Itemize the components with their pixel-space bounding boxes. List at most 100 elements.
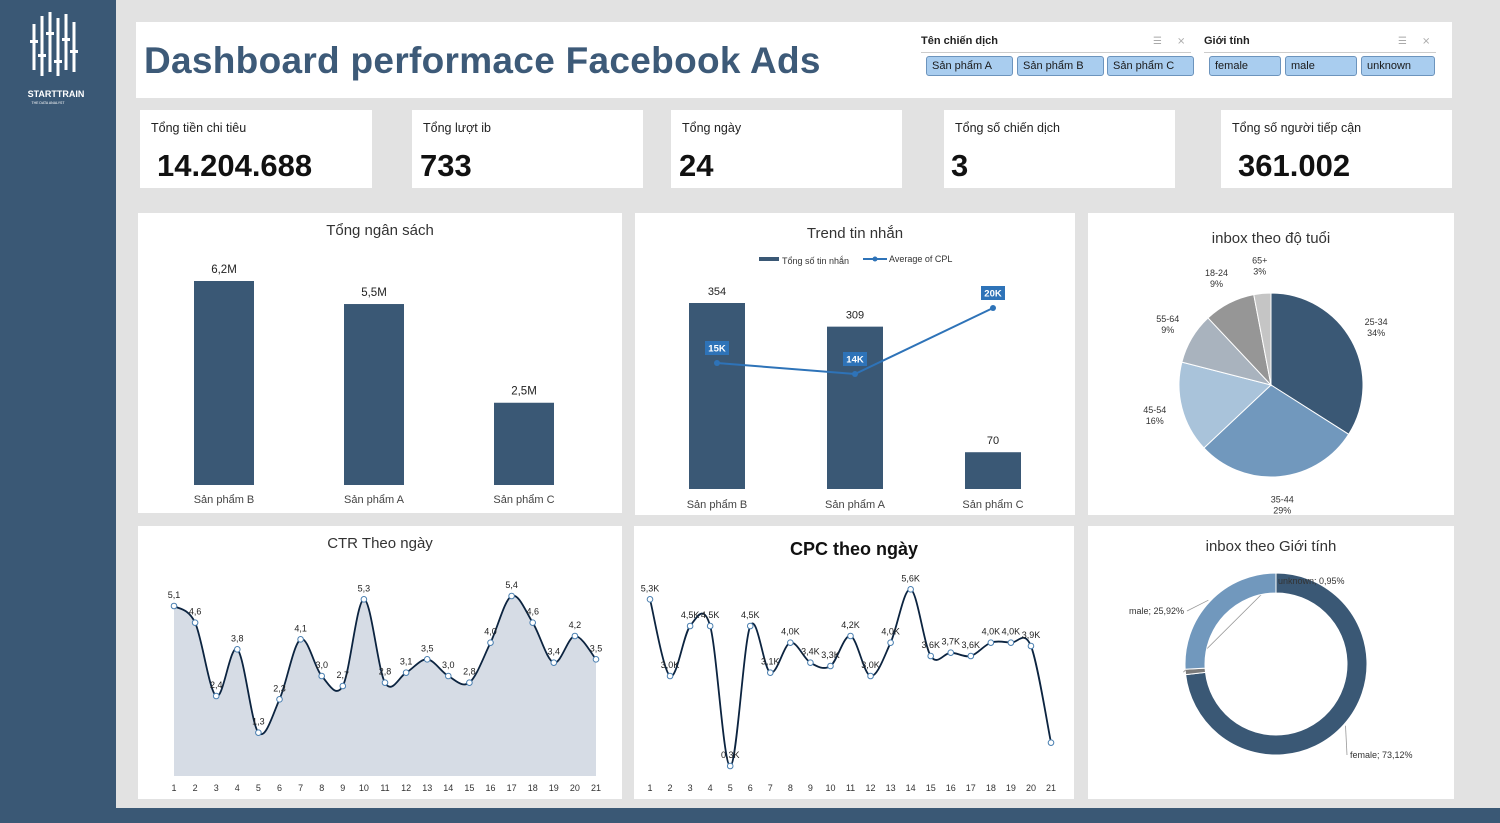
x-tick-label: 5 — [728, 783, 733, 793]
data-label: 4,0K — [881, 627, 900, 637]
kpi-label: Tổng tiền chi tiêu — [151, 121, 247, 135]
bar-2 — [965, 452, 1021, 489]
x-tick-label: 4 — [235, 783, 240, 793]
data-label: 2,8 — [463, 667, 476, 677]
x-tick-label: 21 — [1046, 783, 1056, 793]
category-label: Sản phẩm B — [194, 494, 255, 506]
data-point — [318, 672, 325, 680]
data-label: 4,6 — [189, 607, 202, 617]
slice-label: male; 25,92% — [1129, 606, 1184, 616]
clear-filter-icon[interactable]: ⨯ — [1422, 36, 1431, 47]
data-label: 5,3K — [641, 583, 660, 593]
kpi-label: Tổng số chiến dịch — [955, 121, 1060, 135]
x-tick-label: 9 — [808, 783, 813, 793]
data-label: 1,3 — [252, 717, 265, 727]
chip-san-pham-a[interactable]: Sản phẩm A — [926, 56, 1013, 76]
data-point — [402, 669, 410, 676]
data-point — [646, 596, 654, 603]
donut-slice-male — [1184, 572, 1277, 670]
data-point — [423, 656, 431, 663]
chip-san-pham-c[interactable]: Sản phẩm C — [1107, 56, 1194, 76]
data-label: 3,0 — [315, 660, 328, 670]
data-point — [867, 672, 874, 680]
legend-label: Tổng số tin nhắn — [782, 256, 849, 266]
x-tick-label: 11 — [846, 783, 855, 793]
data-point — [887, 639, 894, 646]
data-label: 3,9K — [1022, 630, 1041, 640]
brand-tagline: THE DATA ANALYST — [31, 101, 65, 105]
data-point — [1027, 642, 1035, 650]
chip-female[interactable]: female — [1209, 56, 1281, 76]
data-label: 3,8 — [231, 633, 244, 643]
data-label: 4,0 — [484, 627, 497, 637]
multi-select-icon[interactable]: ☰ — [1153, 36, 1162, 47]
data-label: 5,3 — [358, 583, 371, 593]
kpi-value: 361.002 — [1238, 148, 1351, 183]
header: Dashboard performace Facebook Ads Tên ch… — [136, 22, 1452, 98]
data-point — [907, 586, 914, 593]
x-tick-label: 13 — [422, 783, 432, 793]
data-point — [947, 649, 955, 656]
data-point — [706, 622, 714, 630]
slice-label: 25-34 — [1365, 317, 1388, 327]
x-tick-label: 6 — [277, 783, 282, 793]
data-point — [571, 632, 579, 640]
kpi-label: Tổng lượt ib — [423, 121, 491, 135]
data-label: 4,5K — [701, 610, 720, 620]
slice-percent: 3% — [1253, 267, 1266, 277]
chart-title: inbox theo độ tuổi — [1211, 230, 1331, 247]
data-label: 3,0K — [861, 660, 880, 670]
x-tick-label: 15 — [926, 783, 936, 793]
data-label: 3,6K — [962, 640, 981, 650]
data-point — [466, 679, 473, 686]
data-label: 0,3K — [721, 750, 740, 760]
slice-percent: 9% — [1210, 279, 1223, 289]
kpi-total-campaigns: Tổng số chiến dịch 3 — [944, 110, 1175, 188]
x-tick-label: 14 — [443, 783, 453, 793]
slice-label: 45-54 — [1143, 405, 1166, 415]
data-label: 2,3 — [273, 683, 286, 693]
gender-chart-card: inbox theo Giới tính female; 73,12% unkno… — [1088, 526, 1454, 799]
series-line — [649, 588, 1052, 767]
slice-label: 18-24 — [1205, 268, 1228, 278]
multi-select-icon[interactable]: ☰ — [1398, 36, 1407, 47]
chip-male[interactable]: male — [1285, 56, 1357, 76]
data-point — [170, 602, 178, 610]
x-tick-label: 15 — [464, 783, 474, 793]
bar-2 — [494, 402, 554, 485]
x-tick-label: 16 — [946, 783, 956, 793]
data-label: 3,4 — [548, 647, 561, 657]
x-tick-label: 9 — [340, 783, 345, 793]
data-point — [191, 619, 199, 626]
data-point — [508, 592, 515, 600]
clear-filter-icon[interactable]: ⨯ — [1177, 36, 1186, 47]
chip-san-pham-b[interactable]: Sản phẩm B — [1017, 56, 1104, 76]
data-label: 5,6K — [901, 573, 920, 583]
x-tick-label: 20 — [1026, 783, 1036, 793]
data-label: 14K — [846, 355, 864, 366]
data-label: 5,4 — [505, 580, 518, 590]
data-point — [987, 639, 995, 646]
chart-title: CTR Theo ngày — [327, 535, 433, 552]
data-label: 4,5K — [741, 610, 760, 620]
cpl-point — [990, 305, 996, 311]
chart-title: Trend tin nhắn — [806, 225, 904, 242]
x-tick-label: 20 — [570, 783, 580, 793]
x-tick-label: 11 — [380, 783, 389, 793]
series-line — [173, 594, 597, 736]
data-point — [827, 662, 834, 670]
x-tick-label: 6 — [748, 783, 753, 793]
data-label: 4,5K — [681, 610, 700, 620]
data-label: 6,2M — [211, 264, 237, 276]
x-tick-label: 17 — [966, 783, 976, 793]
data-label: 3,5 — [421, 643, 434, 653]
budget-chart-card: Tổng ngân sách 6,2M Sản phẩm B 5,5M Sản phẩ… — [138, 213, 622, 513]
x-tick-label: 5 — [256, 783, 261, 793]
slice-percent: 29% — [1273, 505, 1291, 515]
data-label: 3,4K — [801, 647, 820, 657]
kpi-label: Tổng ngày — [682, 121, 742, 135]
cpc-chart-card: CPC theo ngày 5,3K 1 3,0K 2 4,5K 3 4,5K 4 0,3K 5 4… — [634, 526, 1074, 799]
leader-line — [1345, 725, 1348, 756]
chip-unknown[interactable]: unknown — [1361, 56, 1435, 76]
category-label: Sản phẩm C — [493, 494, 554, 506]
